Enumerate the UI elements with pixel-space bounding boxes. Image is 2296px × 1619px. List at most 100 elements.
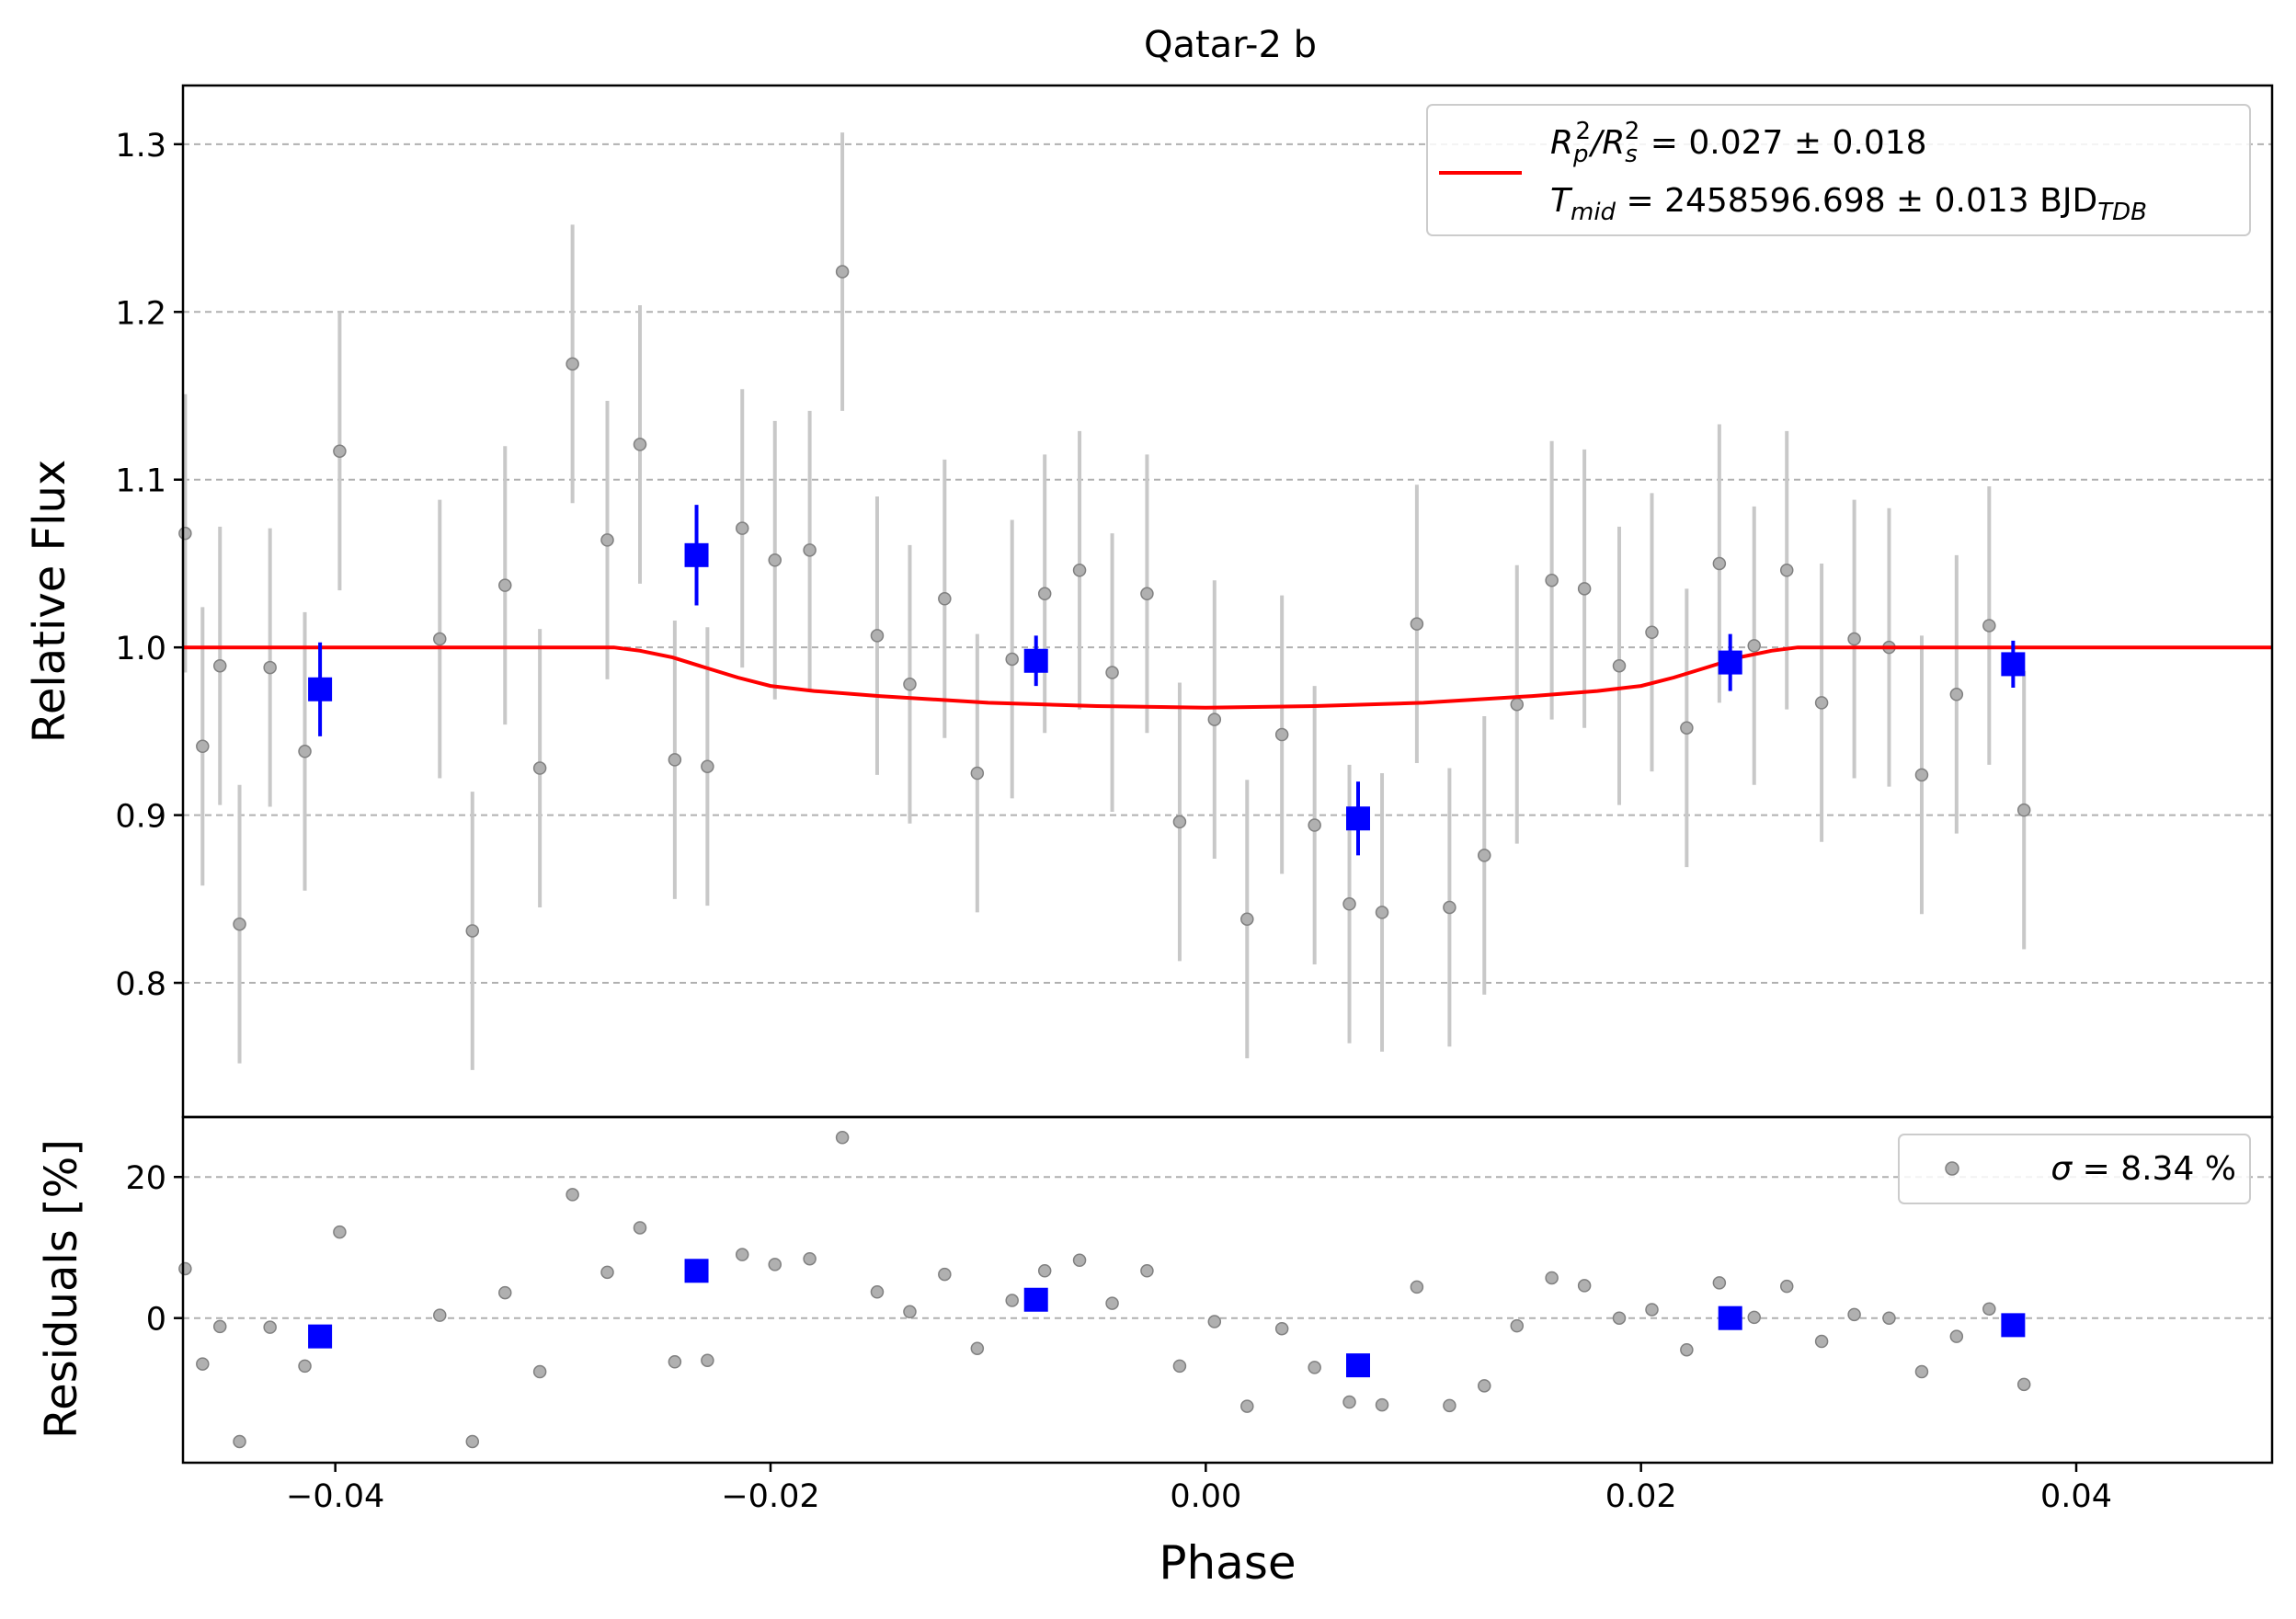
residual-raw-point — [196, 1357, 210, 1371]
residual-raw-point — [2016, 1377, 2031, 1392]
residual-raw-point — [1612, 1311, 1627, 1325]
residuals-panel: 0 20 −0.04 −0.02 0.00 0.02 0.04 Residuals [%]… — [36, 1115, 2274, 1590]
bottom-grid — [183, 1176, 2272, 1319]
x-ticks: −0.04 −0.02 0.00 0.02 0.04 — [286, 1463, 2112, 1515]
residual-raw-point — [1747, 1310, 1761, 1325]
x-tick-label: −0.02 — [721, 1478, 819, 1515]
binned-point — [1346, 806, 1370, 831]
residual-raw-point — [1105, 1296, 1119, 1310]
raw-point — [1037, 587, 1052, 601]
raw-point — [938, 592, 952, 606]
raw-point — [1072, 563, 1087, 577]
top-y-tick-label: 1.3 — [115, 128, 166, 165]
chart-title: Qatar-2 b — [1144, 24, 1317, 66]
raw-point — [2016, 803, 2031, 817]
bottom-y-tick-label: 0 — [146, 1302, 166, 1339]
residual-raw-point — [178, 1261, 192, 1276]
binned-point — [2001, 652, 2026, 677]
raw-point — [333, 444, 347, 458]
raw-point — [1005, 652, 1019, 667]
raw-point — [1747, 639, 1761, 653]
residual-raw-point — [1982, 1302, 1996, 1316]
residual-binned-point — [1346, 1353, 1370, 1378]
residual-raw-point — [633, 1221, 647, 1235]
legend-depth-sup: 2 — [1576, 118, 1592, 145]
residual-raw-point — [1410, 1280, 1424, 1294]
residual-raw-point — [1645, 1303, 1659, 1317]
residual-raw-point — [1342, 1395, 1356, 1409]
binned-point — [684, 542, 709, 567]
residual-raw-series — [178, 1131, 2031, 1449]
x-tick-label: −0.04 — [286, 1478, 384, 1515]
raw-point — [1207, 713, 1222, 726]
residual-raw-point — [835, 1131, 850, 1145]
residual-raw-point — [233, 1434, 246, 1449]
raw-point — [735, 521, 749, 535]
raw-point — [1342, 897, 1356, 911]
raw-point — [1814, 696, 1829, 710]
raw-point — [1680, 721, 1694, 735]
residual-raw-point — [333, 1225, 347, 1239]
raw-point — [668, 753, 682, 767]
raw-point — [1914, 768, 1929, 782]
raw-point — [233, 917, 246, 931]
raw-point — [1443, 900, 1456, 915]
legend-sigma-marker — [1945, 1161, 1959, 1176]
residual-raw-point — [1779, 1279, 1794, 1294]
residual-raw-point — [735, 1248, 749, 1261]
residual-binned-point — [684, 1259, 709, 1283]
raw-point — [835, 265, 850, 279]
residual-binned-point — [1023, 1287, 1048, 1312]
x-tick-label: 0.00 — [1170, 1478, 1241, 1515]
residual-raw-point — [298, 1359, 312, 1374]
legend-tmid-sub: mid — [1571, 199, 1616, 226]
residual-raw-point — [1478, 1379, 1491, 1393]
raw-point — [498, 578, 512, 592]
top-y-axis-label: Relative Flux — [24, 460, 75, 744]
x-tick-label: 0.02 — [1605, 1478, 1677, 1515]
residual-raw-point — [1005, 1294, 1019, 1307]
binned-point — [1023, 648, 1048, 673]
legend-depth-sub-p: p — [1572, 141, 1589, 168]
raw-point — [298, 745, 312, 758]
raw-point — [633, 438, 647, 451]
top-y-ticks: 0.8 0.9 1.0 1.1 1.2 1.3 — [115, 128, 183, 1003]
raw-point — [600, 533, 614, 547]
raw-point — [212, 658, 227, 673]
top-y-tick-label: 0.8 — [115, 966, 166, 1003]
legend-depth-sup2: 2 — [1625, 118, 1640, 145]
residual-binned-series — [308, 1259, 2026, 1378]
residual-raw-point — [1914, 1364, 1929, 1379]
raw-point — [768, 553, 782, 567]
residual-raw-point — [1240, 1399, 1254, 1413]
raw-point — [1140, 587, 1154, 601]
raw-point — [263, 660, 277, 675]
bottom-y-ticks: 0 20 — [125, 1160, 183, 1339]
raw-point — [1510, 697, 1525, 712]
raw-point — [1949, 688, 1964, 701]
raw-point — [1712, 556, 1727, 571]
residual-binned-point — [308, 1324, 333, 1349]
raw-point — [1847, 632, 1861, 646]
residual-raw-point — [1140, 1264, 1154, 1278]
residual-raw-point — [903, 1305, 917, 1319]
raw-point — [1410, 617, 1424, 631]
residual-raw-point — [1847, 1307, 1861, 1322]
raw-point — [970, 766, 985, 781]
raw-point — [1612, 658, 1627, 673]
legend-line-depth: Rp2/Rs2 = 0.027 ± 0.018 — [1550, 118, 1927, 168]
raw-point — [1375, 906, 1389, 919]
raw-point — [903, 678, 917, 691]
residual-binned-point — [2001, 1313, 2026, 1338]
x-tick-label: 0.04 — [2040, 1478, 2112, 1515]
legend-tmid-value: = 2458596.698 ± 0.013 BJD — [1616, 182, 2097, 220]
raw-point — [1240, 912, 1254, 926]
legend-sigma: σ = 8.34 % — [2050, 1150, 2236, 1188]
residual-raw-point — [498, 1285, 512, 1300]
residual-raw-point — [870, 1285, 885, 1299]
top-y-tick-label: 1.0 — [115, 631, 166, 667]
raw-point — [532, 761, 547, 775]
residual-raw-point — [1577, 1279, 1592, 1293]
